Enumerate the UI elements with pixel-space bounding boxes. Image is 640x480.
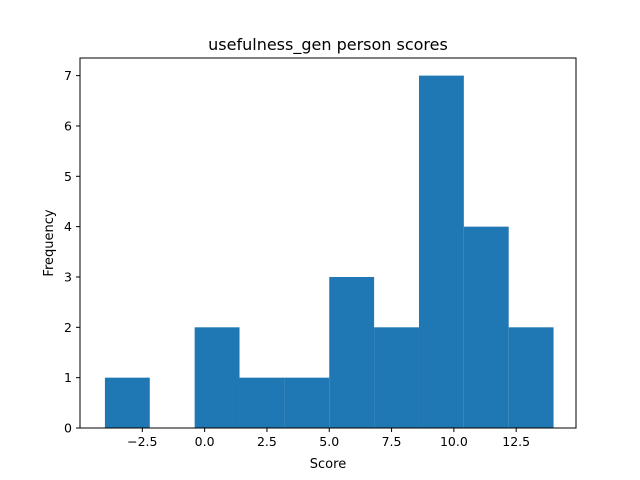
histogram-bar: [194, 327, 240, 428]
histogram-bar: [104, 377, 150, 428]
histogram-bar: [239, 377, 285, 428]
x-tick-label: 10.0: [440, 434, 468, 449]
x-tick-label: 0.0: [195, 434, 215, 449]
chart-title: usefulness_gen person scores: [208, 35, 448, 55]
histogram-bar: [463, 226, 509, 428]
y-axis-ticks: 0 1 2 3 4 5 6 7: [64, 68, 80, 436]
x-tick-label: 2.5: [257, 434, 277, 449]
x-tick-label: −2.5: [127, 434, 157, 449]
histogram-bar: [374, 327, 419, 428]
y-tick-label: 7: [64, 68, 72, 83]
y-tick-label: 2: [64, 320, 72, 335]
y-tick-label: 6: [64, 118, 72, 133]
bars-group: [104, 75, 554, 428]
x-tick-label: 7.5: [382, 434, 402, 449]
y-tick-label: 3: [64, 269, 72, 284]
plot-frame: [79, 57, 577, 429]
x-axis-ticks: −2.5 0.0 2.5 5.0 7.5 10.0 12.5: [127, 428, 530, 449]
y-tick-label: 1: [64, 370, 72, 385]
y-axis-label: Frequency: [42, 209, 57, 276]
x-tick-label: 5.0: [319, 434, 339, 449]
x-tick-label: 12.5: [502, 434, 530, 449]
histogram-bar: [284, 377, 330, 428]
y-tick-label: 5: [64, 169, 72, 184]
y-tick-label: 0: [64, 421, 72, 436]
histogram-bar: [418, 75, 464, 428]
x-axis-label: Score: [310, 457, 346, 472]
y-tick-label: 4: [64, 219, 72, 234]
histogram-bar: [508, 327, 554, 428]
histogram-bar: [329, 276, 375, 428]
